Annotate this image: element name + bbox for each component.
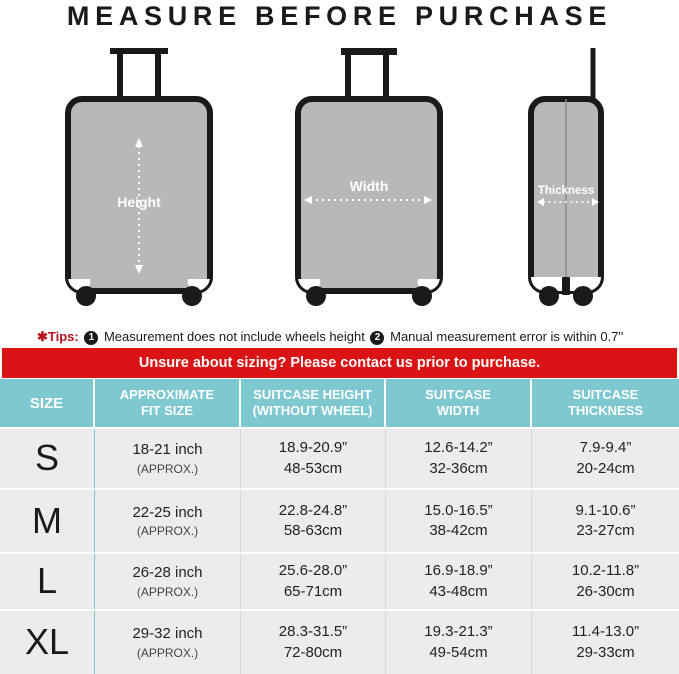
svg-text:Height: Height <box>117 194 161 210</box>
svg-text:Thickness: Thickness <box>538 185 594 197</box>
svg-text:Width: Width <box>350 178 389 194</box>
